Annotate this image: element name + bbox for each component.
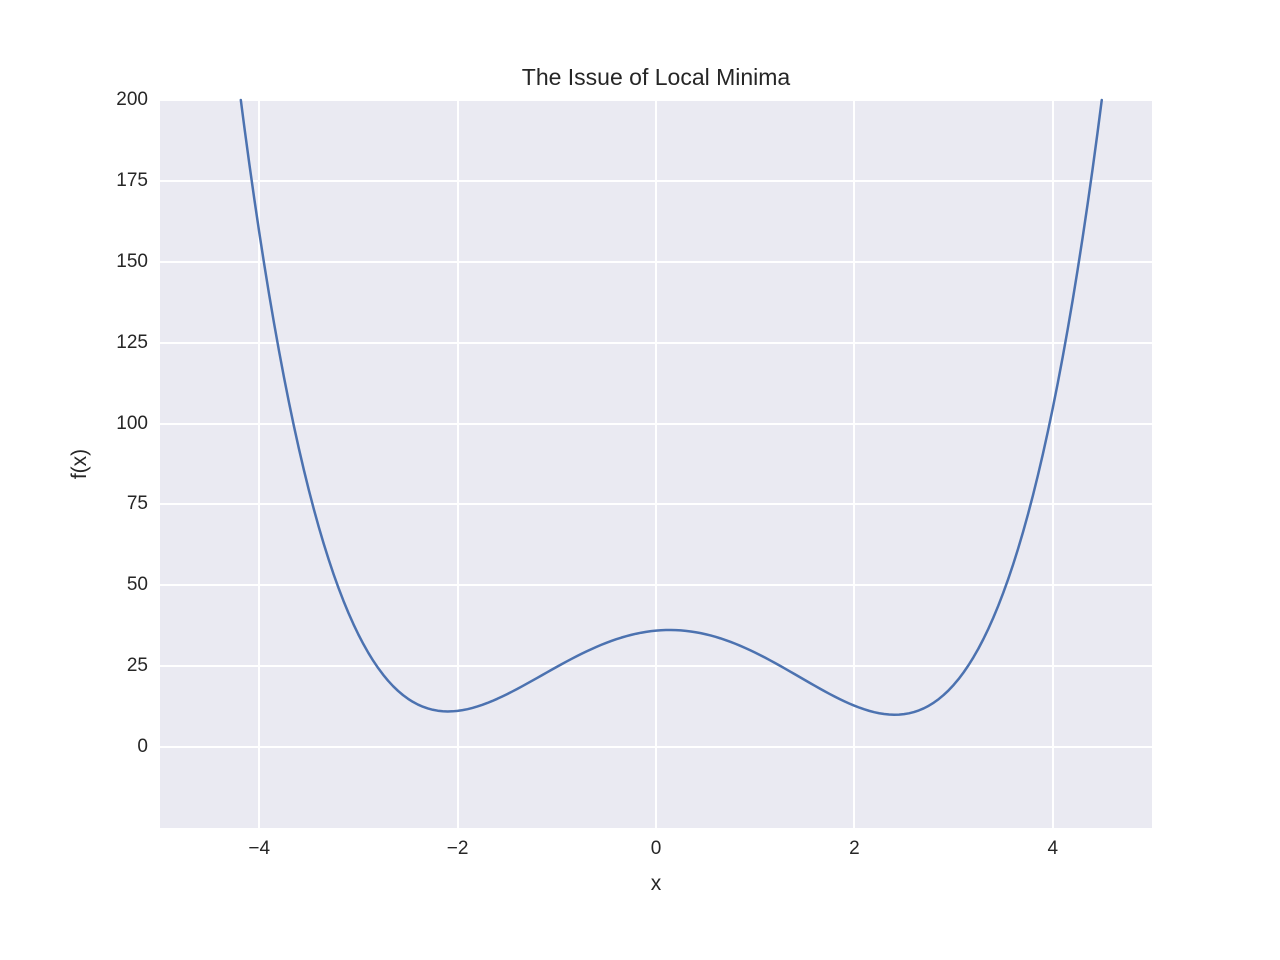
y-tick-label: 50 xyxy=(127,574,148,596)
y-tick-label: 175 xyxy=(116,170,148,192)
y-tick-label: 125 xyxy=(116,332,148,354)
x-tick-label: 2 xyxy=(849,838,860,860)
x-axis-label: x xyxy=(651,872,662,896)
x-tick-label: −2 xyxy=(447,838,469,860)
x-tick-label: 0 xyxy=(651,838,662,860)
y-tick-label: 200 xyxy=(116,89,148,111)
y-tick-label: 75 xyxy=(127,493,148,515)
y-axis-label: f(x) xyxy=(68,449,92,479)
x-tick-label: −4 xyxy=(248,838,270,860)
chart-title: The Issue of Local Minima xyxy=(522,64,790,91)
y-tick-label: 0 xyxy=(137,736,148,758)
plot-area xyxy=(160,100,1152,828)
y-tick-label: 25 xyxy=(127,655,148,677)
curve-path xyxy=(241,100,1102,715)
y-tick-label: 150 xyxy=(116,251,148,273)
figure: The Issue of Local Minima x f(x) −4 −2 0 2 4… xyxy=(0,0,1280,960)
x-tick-label: 4 xyxy=(1048,838,1059,860)
y-tick-label: 100 xyxy=(116,413,148,435)
line-plot xyxy=(160,100,1152,828)
